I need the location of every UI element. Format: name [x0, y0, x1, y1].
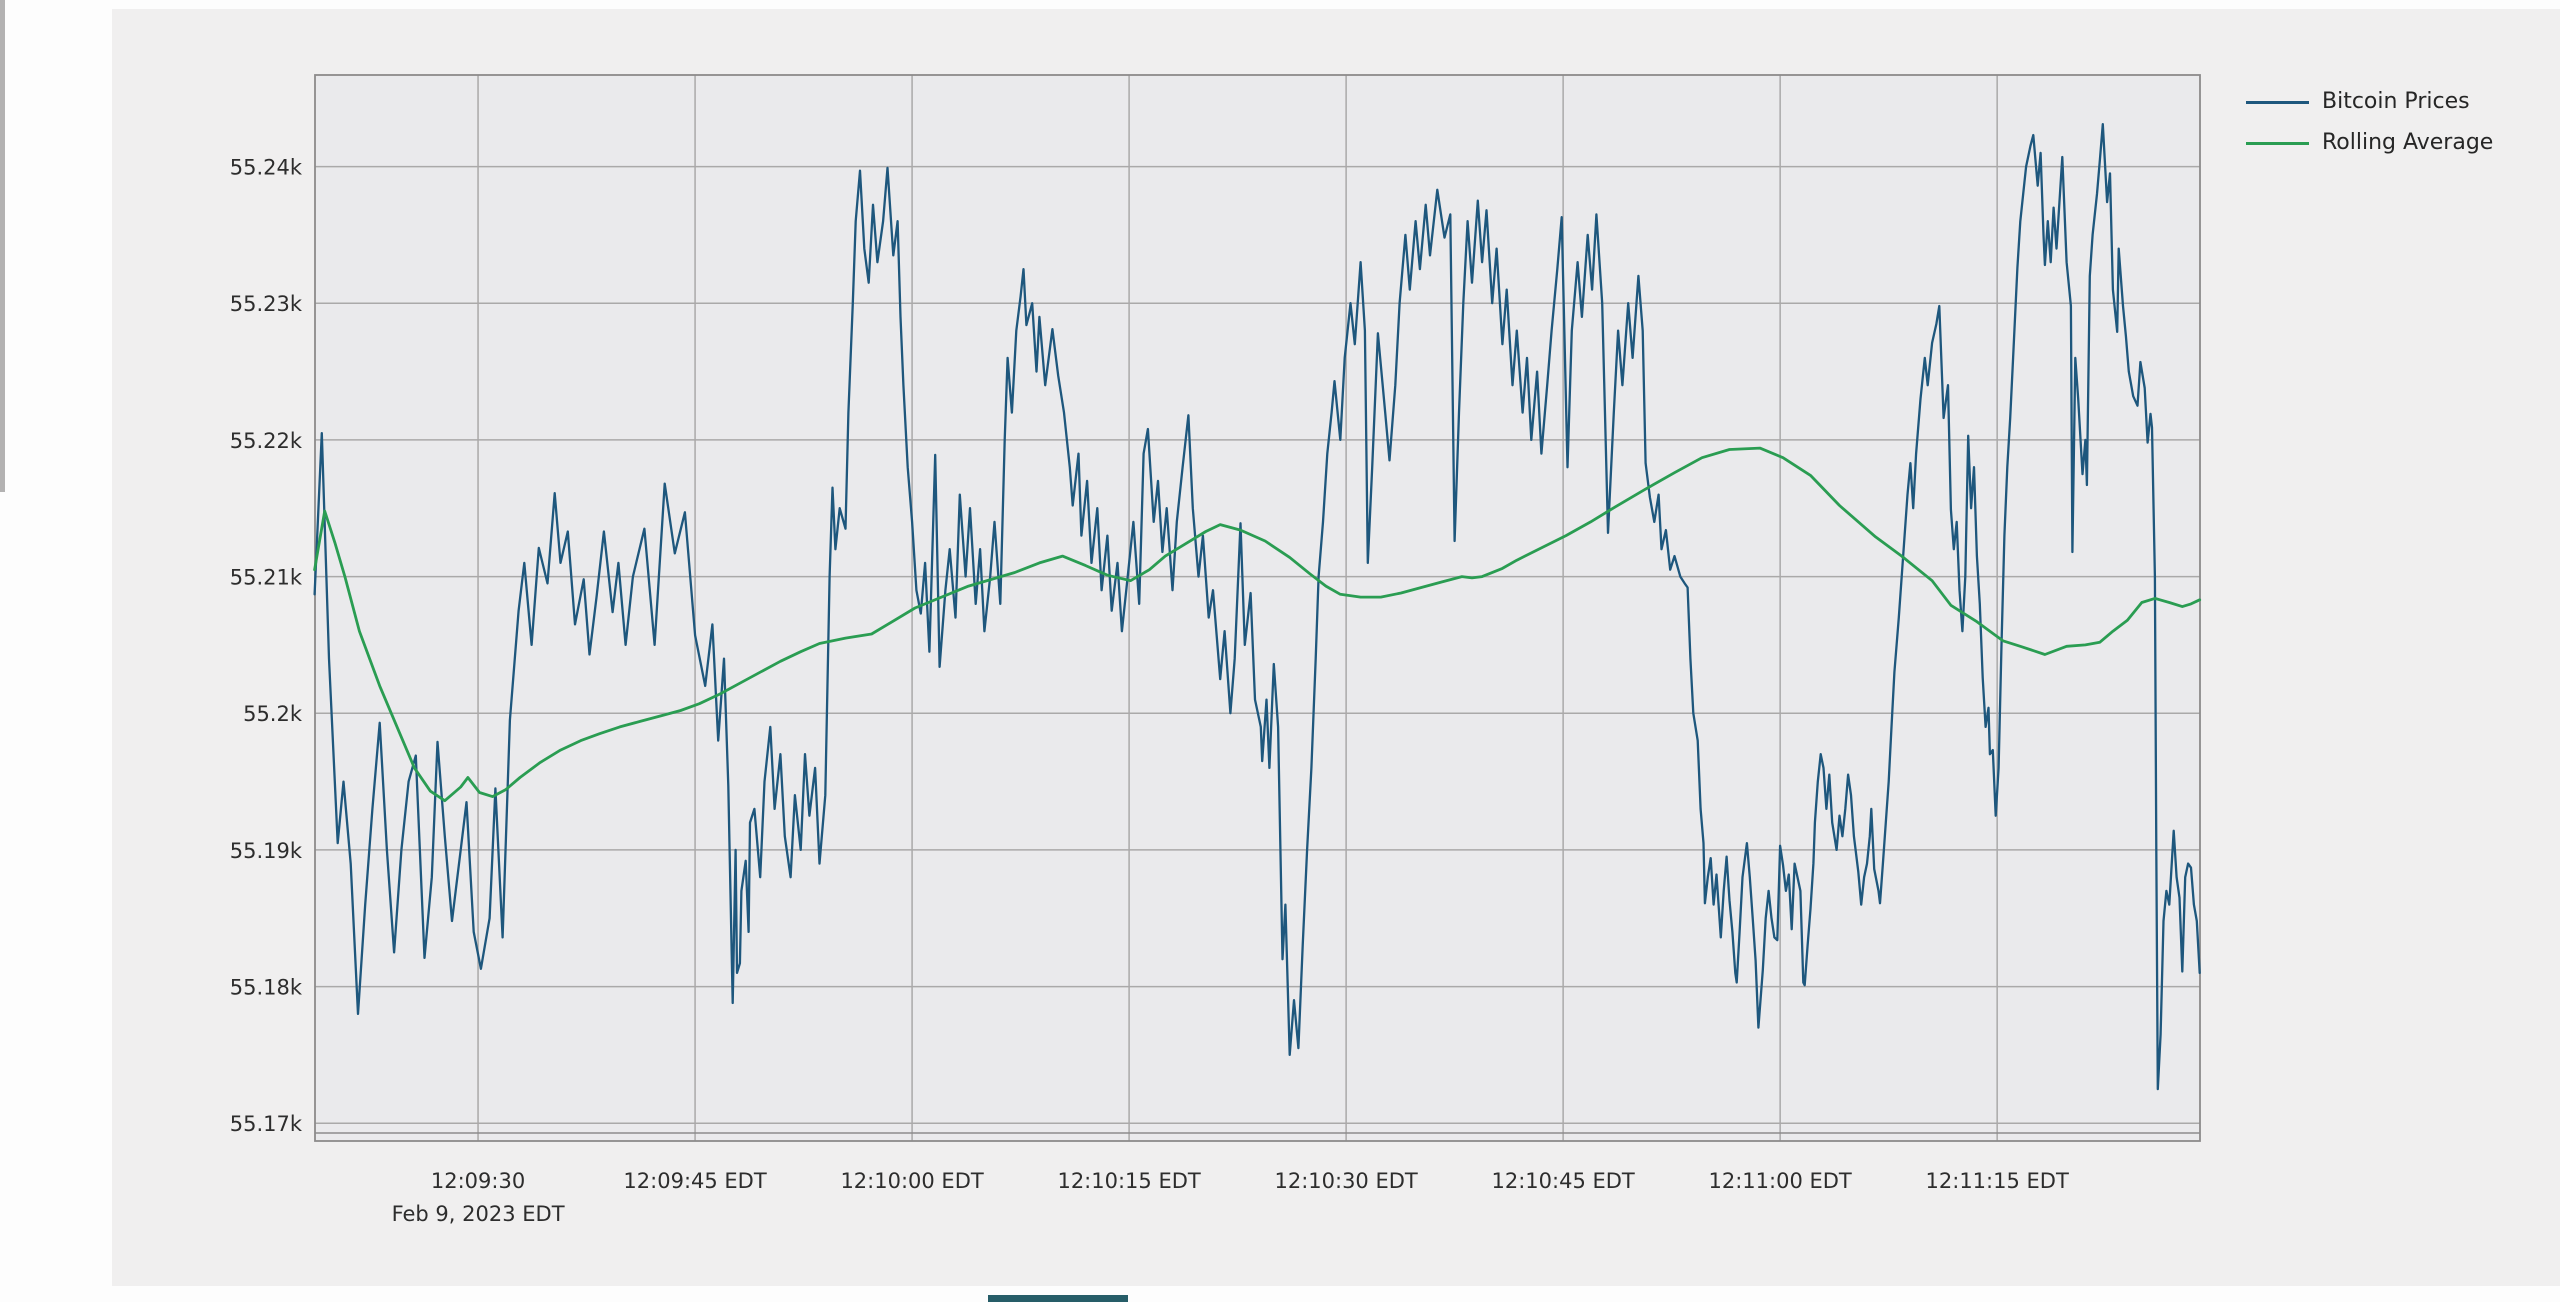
y-tick-label: 55.23k: [230, 292, 303, 316]
legend-label-bitcoin-prices: Bitcoin Prices: [2322, 89, 2470, 114]
x-tick-label: 12:10:15 EDT: [1057, 1169, 1200, 1193]
bitcoin-prices-line-icon: [2246, 100, 2309, 104]
x-tick-label: 12:11:00 EDT: [1709, 1169, 1852, 1193]
y-tick-label: 55.21k: [230, 566, 303, 590]
taskbar-fragment-artifact: [988, 1295, 1128, 1302]
legend-item-bitcoin-prices[interactable]: Bitcoin Prices: [2246, 86, 2493, 118]
bitcoin-prices-line[interactable]: [313, 123, 2201, 1091]
plot-area: [315, 75, 2200, 1141]
x-tick-label: 12:09:30: [431, 1169, 525, 1193]
y-tick-label: 55.2k: [243, 702, 303, 726]
x-tick-label: 12:10:30 EDT: [1274, 1169, 1417, 1193]
x-tick-label: 12:10:45 EDT: [1491, 1169, 1634, 1193]
x-tick-date-label: Feb 9, 2023 EDT: [392, 1202, 565, 1226]
y-tick-label: 55.18k: [230, 976, 303, 1000]
legend-label-rolling-average: Rolling Average: [2322, 130, 2494, 155]
legend: Bitcoin Prices Rolling Average: [2246, 86, 2493, 159]
rolling-average-line-icon: [2246, 141, 2309, 145]
y-tick-label: 55.19k: [230, 839, 303, 863]
rolling-average-line[interactable]: [313, 446, 2202, 803]
y-tick-label: 55.22k: [230, 429, 303, 453]
x-tick-label: 12:10:00 EDT: [840, 1169, 983, 1193]
left-edge-artifact: [0, 0, 5, 492]
y-tick-label: 55.17k: [230, 1112, 303, 1136]
x-tick-label: 12:09:45 EDT: [623, 1169, 766, 1193]
y-tick-label: 55.24k: [230, 156, 303, 180]
x-tick-label: 12:11:15 EDT: [1926, 1169, 2069, 1193]
plot-border: [314, 74, 2201, 1142]
legend-item-rolling-average[interactable]: Rolling Average: [2246, 127, 2493, 159]
